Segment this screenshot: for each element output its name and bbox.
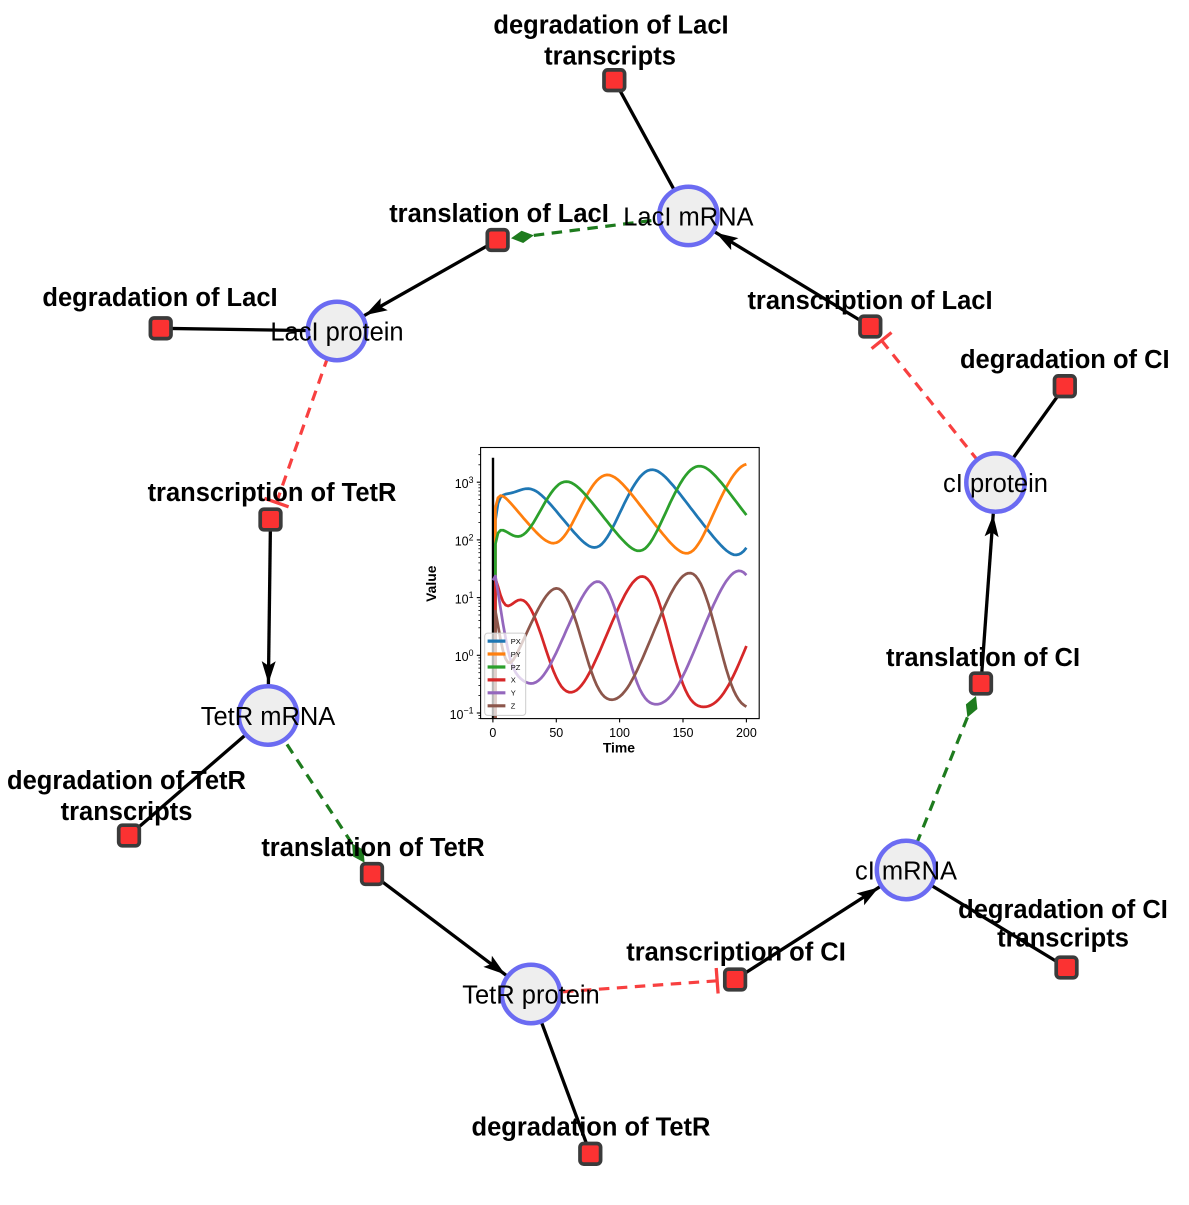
svg-text:LacI mRNA: LacI mRNA: [623, 203, 753, 231]
svg-text:transcripts: transcripts: [61, 798, 193, 826]
svg-text:translation of TetR: translation of TetR: [261, 834, 484, 862]
svg-text:TetR mRNA: TetR mRNA: [201, 703, 336, 731]
svg-text:transcription of LacI: transcription of LacI: [747, 287, 992, 315]
svg-text:150: 150: [673, 726, 694, 740]
svg-text:translation of LacI: translation of LacI: [389, 200, 609, 228]
svg-text:degradation of CI: degradation of CI: [958, 896, 1168, 924]
svg-text:degradation of LacI: degradation of LacI: [42, 284, 277, 312]
svg-text:degradation of CI: degradation of CI: [960, 346, 1170, 374]
svg-text:Y: Y: [511, 689, 516, 698]
svg-text:Z: Z: [511, 702, 516, 711]
svg-text:100: 100: [609, 726, 630, 740]
svg-text:transcription of CI: transcription of CI: [626, 939, 846, 967]
svg-text:200: 200: [736, 726, 757, 740]
svg-text:transcription of TetR: transcription of TetR: [148, 479, 397, 507]
svg-text:cI mRNA: cI mRNA: [855, 858, 957, 886]
svg-text:PX: PX: [511, 637, 521, 646]
svg-text:Value: Value: [423, 565, 439, 602]
svg-text:degradation of TetR: degradation of TetR: [7, 767, 246, 795]
svg-text:0: 0: [489, 726, 496, 740]
svg-text:50: 50: [549, 726, 563, 740]
svg-text:degradation of LacI: degradation of LacI: [493, 12, 728, 40]
svg-text:LacI protein: LacI protein: [270, 319, 403, 347]
svg-text:TetR protein: TetR protein: [462, 982, 600, 1010]
svg-text:translation of CI: translation of CI: [886, 644, 1080, 672]
svg-text:transcripts: transcripts: [997, 925, 1129, 953]
svg-text:X: X: [511, 676, 516, 685]
svg-text:degradation of TetR: degradation of TetR: [472, 1114, 711, 1142]
svg-text:Time: Time: [603, 740, 635, 756]
svg-text:cI protein: cI protein: [943, 470, 1048, 498]
svg-text:transcripts: transcripts: [544, 43, 676, 71]
svg-text:PZ: PZ: [511, 663, 521, 672]
svg-text:PY: PY: [511, 650, 521, 659]
